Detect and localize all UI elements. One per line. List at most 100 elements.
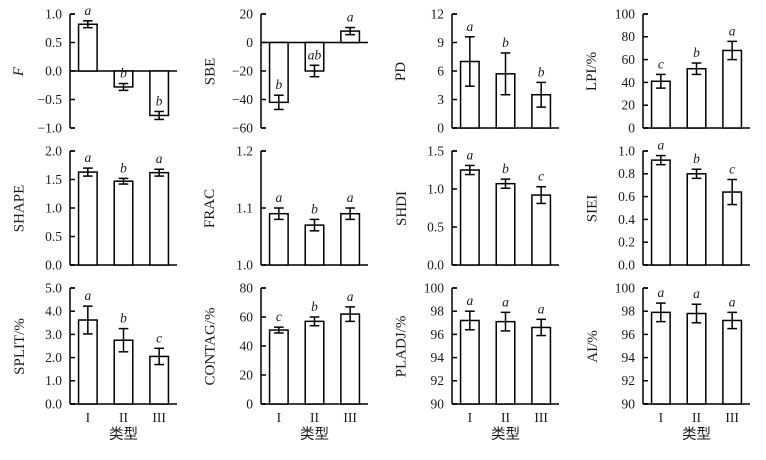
svg-text:98: 98 xyxy=(622,304,636,319)
svg-text:2.0: 2.0 xyxy=(45,350,62,365)
svg-text:a: a xyxy=(466,19,473,34)
svg-text:−60: −60 xyxy=(232,120,253,135)
svg-text:0.0: 0.0 xyxy=(618,257,635,272)
svg-text:20: 20 xyxy=(240,6,254,21)
svg-text:a: a xyxy=(84,3,91,18)
svg-text:94: 94 xyxy=(622,350,636,365)
svg-text:c: c xyxy=(729,162,735,177)
svg-text:a: a xyxy=(502,294,509,309)
svg-text:92: 92 xyxy=(431,373,445,388)
svg-text:−20: −20 xyxy=(232,63,253,78)
svg-text:a: a xyxy=(693,286,700,301)
svg-text:0.0: 0.0 xyxy=(427,257,444,272)
svg-text:b: b xyxy=(502,35,509,50)
svg-text:II: II xyxy=(692,410,701,425)
svg-text:40: 40 xyxy=(622,75,636,90)
svg-text:20: 20 xyxy=(240,367,254,382)
svg-text:c: c xyxy=(156,330,162,345)
svg-text:0.0: 0.0 xyxy=(45,396,62,411)
svg-text:1.2: 1.2 xyxy=(236,143,253,158)
svg-text:1.5: 1.5 xyxy=(45,172,62,187)
svg-text:94: 94 xyxy=(431,350,445,365)
svg-text:1.1: 1.1 xyxy=(236,200,253,215)
svg-text:类型: 类型 xyxy=(109,426,138,443)
svg-text:b: b xyxy=(311,201,318,216)
svg-text:a: a xyxy=(84,150,91,165)
svg-text:1.0: 1.0 xyxy=(45,6,62,21)
svg-text:III: III xyxy=(725,410,739,425)
svg-text:3: 3 xyxy=(437,92,444,107)
svg-text:100: 100 xyxy=(615,6,636,21)
svg-text:0.6: 0.6 xyxy=(618,189,635,204)
svg-text:0.0: 0.0 xyxy=(45,257,62,272)
svg-text:a: a xyxy=(657,285,664,300)
svg-text:a: a xyxy=(729,294,736,309)
svg-text:a: a xyxy=(466,293,473,308)
svg-text:I: I xyxy=(86,410,91,425)
svg-text:90: 90 xyxy=(431,396,445,411)
svg-text:0.5: 0.5 xyxy=(45,35,62,50)
svg-text:2.0: 2.0 xyxy=(45,143,62,158)
svg-text:0.5: 0.5 xyxy=(427,219,444,234)
svg-text:0.5: 0.5 xyxy=(45,229,62,244)
svg-text:−0.5: −0.5 xyxy=(38,92,63,107)
svg-text:1.5: 1.5 xyxy=(427,143,444,158)
svg-text:0.2: 0.2 xyxy=(618,235,635,250)
svg-text:20: 20 xyxy=(622,98,636,113)
svg-text:92: 92 xyxy=(622,373,636,388)
svg-text:III: III xyxy=(343,410,357,425)
svg-text:1.0: 1.0 xyxy=(236,257,253,272)
svg-text:5.0: 5.0 xyxy=(45,280,62,295)
svg-text:b: b xyxy=(311,299,318,314)
svg-text:0: 0 xyxy=(437,120,444,135)
svg-text:0: 0 xyxy=(246,396,253,411)
svg-text:类型: 类型 xyxy=(682,426,711,443)
svg-text:c: c xyxy=(658,56,664,71)
svg-text:b: b xyxy=(538,64,545,79)
svg-text:1.0: 1.0 xyxy=(618,143,635,158)
svg-text:b: b xyxy=(120,160,127,175)
svg-text:40: 40 xyxy=(240,338,254,353)
svg-text:ab: ab xyxy=(308,47,322,62)
svg-text:III: III xyxy=(152,410,166,425)
svg-text:a: a xyxy=(466,147,473,162)
svg-text:60: 60 xyxy=(622,52,636,67)
svg-text:III: III xyxy=(534,410,548,425)
svg-text:b: b xyxy=(693,151,700,166)
svg-text:a: a xyxy=(657,138,664,153)
svg-text:12: 12 xyxy=(431,6,445,21)
svg-text:0.8: 0.8 xyxy=(618,166,635,181)
svg-text:0.0: 0.0 xyxy=(45,63,62,78)
svg-text:90: 90 xyxy=(622,396,636,411)
svg-text:I: I xyxy=(277,410,282,425)
svg-text:0: 0 xyxy=(246,35,253,50)
svg-text:I: I xyxy=(468,410,473,425)
svg-text:−40: −40 xyxy=(232,92,253,107)
svg-text:b: b xyxy=(693,45,700,60)
svg-text:1.0: 1.0 xyxy=(45,373,62,388)
svg-text:100: 100 xyxy=(424,280,445,295)
svg-text:b: b xyxy=(502,161,509,176)
svg-text:a: a xyxy=(156,151,163,166)
svg-text:a: a xyxy=(275,190,282,205)
svg-text:a: a xyxy=(729,23,736,38)
svg-text:b: b xyxy=(156,93,163,108)
svg-text:9: 9 xyxy=(437,35,444,50)
svg-text:I: I xyxy=(659,410,664,425)
svg-text:−1.0: −1.0 xyxy=(38,120,63,135)
svg-text:c: c xyxy=(276,309,282,324)
svg-text:60: 60 xyxy=(240,309,254,324)
svg-text:96: 96 xyxy=(431,327,445,342)
svg-text:b: b xyxy=(275,77,282,92)
svg-text:100: 100 xyxy=(615,280,636,295)
svg-text:96: 96 xyxy=(622,327,636,342)
svg-text:a: a xyxy=(347,190,354,205)
svg-text:1.0: 1.0 xyxy=(427,181,444,196)
svg-text:80: 80 xyxy=(240,280,254,295)
svg-text:a: a xyxy=(347,289,354,304)
svg-text:0: 0 xyxy=(628,120,635,135)
svg-text:类型: 类型 xyxy=(300,426,329,443)
svg-text:II: II xyxy=(119,410,128,425)
svg-text:3.0: 3.0 xyxy=(45,327,62,342)
svg-text:II: II xyxy=(501,410,510,425)
